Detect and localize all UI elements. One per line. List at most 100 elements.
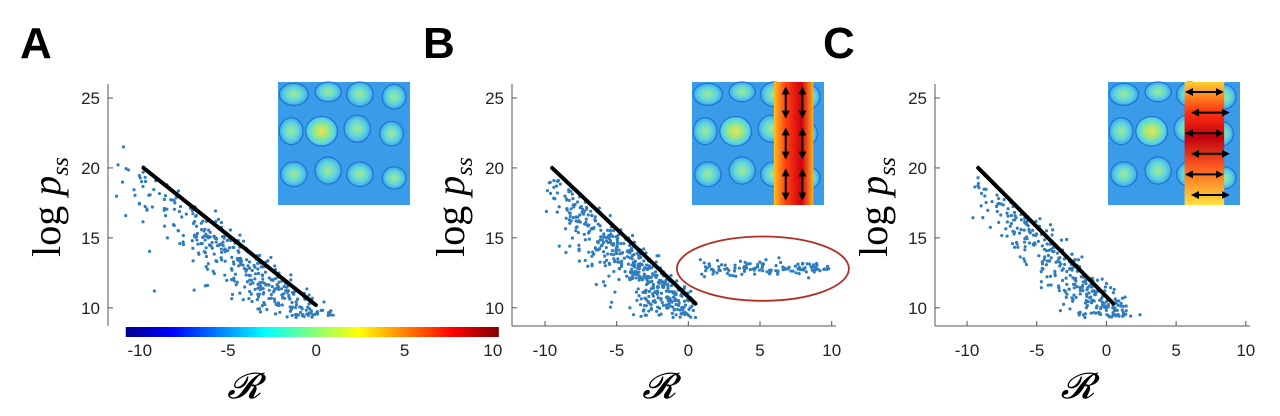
scatter-point: [655, 289, 660, 293]
scatter-point: [273, 277, 277, 281]
scatter-point: [1053, 269, 1057, 273]
scatter-point: [668, 296, 672, 300]
scatter-point: [610, 300, 614, 304]
scatter-point: [260, 280, 265, 285]
scatter-point: [1088, 296, 1092, 300]
scatter-point: [659, 312, 663, 316]
scatter-point: [644, 263, 649, 267]
scatter-point: [995, 209, 999, 214]
scatter-point: [1040, 244, 1044, 248]
scatter-point-plateau: [723, 263, 727, 267]
scatter-point: [143, 175, 147, 179]
scatter-point: [619, 264, 624, 268]
scatter-point: [238, 233, 242, 237]
scatter-point: [152, 188, 156, 192]
scatter-point-plateau: [822, 267, 826, 271]
scatter-point: [1023, 244, 1027, 249]
scatter-point-plateau: [804, 270, 808, 274]
scatter-point: [267, 283, 271, 287]
scatter-point: [237, 264, 241, 268]
scatter-point: [272, 290, 276, 294]
scatter-point: [267, 276, 271, 280]
y-tick-label: 15: [485, 229, 504, 248]
scatter-point: [997, 220, 1001, 224]
scatter-point: [593, 219, 598, 223]
scatter-point: [147, 249, 152, 253]
scatter-point: [219, 242, 223, 246]
scatter-point-plateau: [776, 272, 780, 276]
scatter-point: [1061, 267, 1065, 271]
scatter-point: [1057, 289, 1061, 293]
y-tick-label: 10: [81, 299, 100, 318]
scatter-point: [256, 286, 260, 290]
scatter-point: [278, 310, 282, 314]
scatter-point: [266, 259, 270, 263]
scatter-point: [647, 294, 651, 299]
scatter-point: [258, 288, 262, 292]
scatter-point: [289, 273, 293, 277]
scatter-point-plateau: [731, 273, 735, 278]
scatter-point: [261, 273, 265, 278]
scatter-point: [597, 246, 602, 251]
scatter-point-plateau: [815, 263, 819, 267]
scatter-point: [601, 280, 606, 284]
scatter-point: [683, 303, 688, 307]
scatter-point: [667, 289, 671, 293]
scatter-point: [578, 213, 582, 217]
scatter-point: [253, 277, 257, 281]
scatter-point: [143, 204, 147, 209]
scatter-point: [1083, 301, 1088, 305]
scatter-point: [288, 297, 292, 301]
scatter-point: [617, 248, 621, 252]
scatter-point: [1100, 277, 1104, 281]
scatter-point: [219, 247, 223, 251]
scatter-point: [646, 274, 650, 278]
scatter-point: [663, 280, 668, 284]
scatter-point: [571, 197, 575, 201]
scatter-point: [1119, 301, 1123, 306]
scatter-point: [258, 310, 263, 314]
scatter-point: [653, 270, 658, 274]
scatter-point: [1048, 223, 1053, 227]
scatter-point-plateau: [712, 269, 716, 274]
scatter-point: [616, 233, 620, 237]
scatter-point: [643, 296, 647, 300]
scatter-point: [234, 283, 238, 287]
scatter-point: [1011, 229, 1015, 233]
scatter-point: [223, 273, 227, 277]
scatter-point: [172, 198, 176, 202]
inset-cell: [314, 81, 342, 103]
scatter-point-plateau: [803, 266, 807, 270]
scatter-point: [586, 264, 590, 268]
scatter-point: [1114, 299, 1118, 303]
scatter-point-plateau: [805, 262, 809, 266]
scatter-point: [1086, 286, 1090, 290]
scatter-point: [1075, 285, 1079, 289]
scatter-point: [558, 182, 562, 186]
scatter-point: [180, 215, 184, 219]
scatter-point: [196, 242, 200, 246]
scatter-point: [653, 290, 657, 295]
scatter-point-plateau: [764, 258, 768, 262]
scatter-point: [162, 206, 167, 211]
scatter-point: [258, 253, 262, 258]
scatter-point: [1065, 282, 1069, 286]
scatter-point: [671, 315, 675, 319]
scatter-point-plateau: [702, 261, 706, 265]
scatter-point: [565, 208, 569, 212]
scatter-point: [219, 220, 224, 225]
scatter-point: [169, 198, 173, 202]
scatter-point: [162, 197, 166, 202]
scatter-point: [564, 250, 568, 255]
scatter-point: [279, 287, 284, 291]
scatter-point: [257, 292, 262, 296]
scatter-point: [655, 309, 659, 313]
scatter-point: [628, 276, 632, 280]
scatter-point: [253, 287, 257, 291]
y-tick-label: 20: [81, 159, 100, 178]
scatter-point: [1073, 276, 1078, 281]
scatter-point: [603, 264, 607, 268]
colorbar-tick-label: 0: [312, 341, 321, 360]
x-axis-label: 𝓡: [1061, 366, 1101, 406]
